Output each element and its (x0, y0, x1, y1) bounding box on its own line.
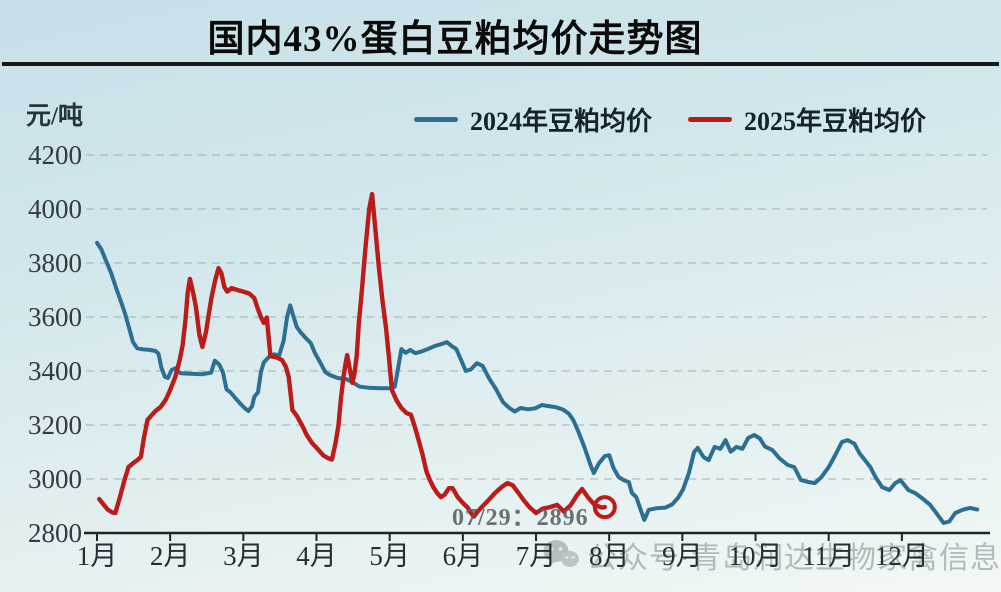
series-line-2024 (95, 240, 980, 525)
watermark: 公众号·青岛润达生物家禽信息 (542, 533, 1001, 577)
wechat-icon (543, 540, 579, 567)
series-end-marker (592, 495, 617, 520)
watermark-text: 公众号·青岛润达生物家禽信息 (587, 542, 1001, 575)
series-line-2025 (96, 191, 607, 519)
